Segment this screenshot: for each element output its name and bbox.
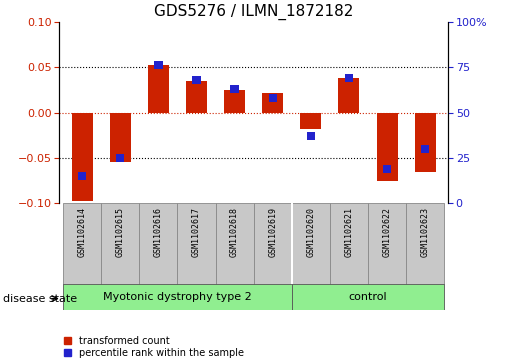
Text: disease state: disease state <box>3 294 77 304</box>
Bar <box>300 113 321 129</box>
Text: GSM1102622: GSM1102622 <box>383 207 391 257</box>
Bar <box>224 90 245 113</box>
Bar <box>116 154 125 162</box>
Bar <box>262 93 283 113</box>
Bar <box>215 203 253 285</box>
Bar <box>78 172 87 180</box>
Text: GSM1102619: GSM1102619 <box>268 207 277 257</box>
Bar <box>415 113 436 172</box>
Bar <box>406 203 444 285</box>
Bar <box>330 203 368 285</box>
Bar <box>72 113 93 201</box>
Text: GSM1102614: GSM1102614 <box>78 207 87 257</box>
Text: GSM1102615: GSM1102615 <box>116 207 125 257</box>
Bar <box>110 113 131 162</box>
Bar <box>268 94 277 102</box>
Text: GSM1102617: GSM1102617 <box>192 207 201 257</box>
Text: GSM1102618: GSM1102618 <box>230 207 239 257</box>
Bar <box>253 203 292 285</box>
Bar <box>383 165 391 173</box>
Bar <box>230 85 239 93</box>
Bar <box>192 76 201 84</box>
Text: GSM1102620: GSM1102620 <box>306 207 315 257</box>
Bar <box>421 145 430 153</box>
Bar <box>177 203 215 285</box>
Bar <box>306 132 315 140</box>
Legend: transformed count, percentile rank within the sample: transformed count, percentile rank withi… <box>64 336 244 358</box>
Bar <box>345 74 353 82</box>
Bar <box>291 203 293 285</box>
Bar <box>368 203 406 285</box>
Bar <box>376 113 398 181</box>
Bar <box>154 61 163 69</box>
Title: GDS5276 / ILMN_1872182: GDS5276 / ILMN_1872182 <box>154 4 353 20</box>
Bar <box>101 203 139 285</box>
Text: GSM1102623: GSM1102623 <box>421 207 430 257</box>
Text: GSM1102621: GSM1102621 <box>345 207 353 257</box>
Bar <box>139 203 177 285</box>
Bar <box>292 284 444 310</box>
Text: GSM1102616: GSM1102616 <box>154 207 163 257</box>
Bar <box>338 78 359 113</box>
Bar <box>148 65 169 113</box>
Bar <box>63 284 292 310</box>
Bar <box>292 203 330 285</box>
Bar <box>63 203 101 285</box>
Bar <box>186 81 207 113</box>
Text: Myotonic dystrophy type 2: Myotonic dystrophy type 2 <box>103 292 252 302</box>
Text: control: control <box>349 292 387 302</box>
